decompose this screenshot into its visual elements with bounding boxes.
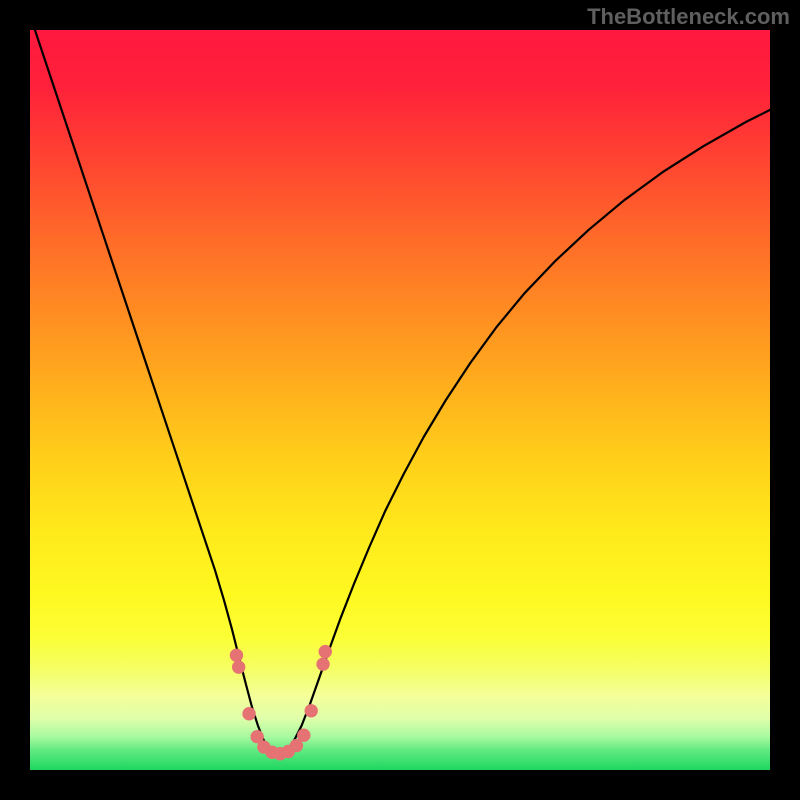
curve-marker	[298, 729, 310, 741]
curve-marker	[305, 705, 317, 717]
chart-frame: TheBottleneck.com	[0, 0, 800, 800]
plot-area	[30, 30, 770, 770]
watermark-label: TheBottleneck.com	[587, 4, 790, 30]
curve-marker	[290, 739, 302, 751]
curve-marker	[319, 645, 331, 657]
curve-marker	[317, 658, 329, 670]
gradient-background	[30, 30, 770, 770]
curve-marker	[230, 649, 242, 661]
curve-marker	[243, 708, 255, 720]
curve-marker	[232, 661, 244, 673]
bottleneck-curve-svg	[30, 30, 770, 770]
